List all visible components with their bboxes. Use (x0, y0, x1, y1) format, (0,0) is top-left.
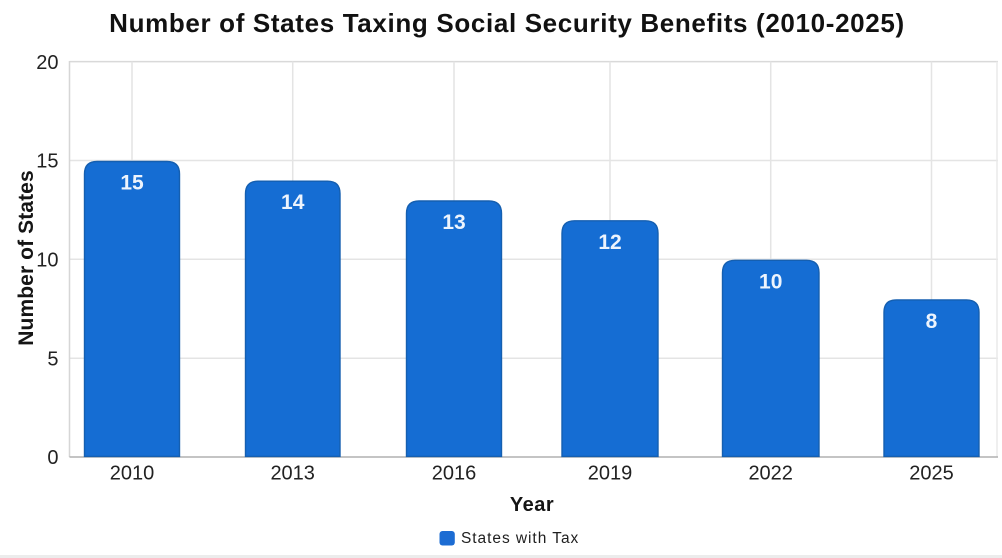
svg-text:15: 15 (120, 172, 144, 195)
svg-text:2016: 2016 (432, 463, 477, 485)
svg-text:10: 10 (759, 270, 782, 293)
svg-text:2013: 2013 (270, 463, 315, 485)
svg-text:Number of States Taxing Social: Number of States Taxing Social Security … (109, 8, 905, 38)
svg-text:8: 8 (926, 310, 938, 333)
svg-text:20: 20 (36, 52, 58, 74)
svg-text:5: 5 (47, 348, 58, 370)
svg-text:0: 0 (47, 447, 58, 469)
svg-text:12: 12 (598, 231, 621, 254)
svg-text:2022: 2022 (748, 463, 793, 485)
svg-text:2025: 2025 (909, 463, 954, 485)
svg-text:14: 14 (281, 191, 305, 214)
svg-text:2019: 2019 (588, 463, 633, 485)
svg-text:13: 13 (442, 211, 465, 234)
svg-text:10: 10 (36, 250, 58, 272)
svg-text:States with Tax: States with Tax (461, 530, 579, 547)
svg-text:15: 15 (36, 151, 58, 173)
svg-text:Number of States: Number of States (15, 170, 38, 345)
svg-text:2010: 2010 (110, 463, 155, 485)
svg-text:Year: Year (510, 494, 554, 516)
